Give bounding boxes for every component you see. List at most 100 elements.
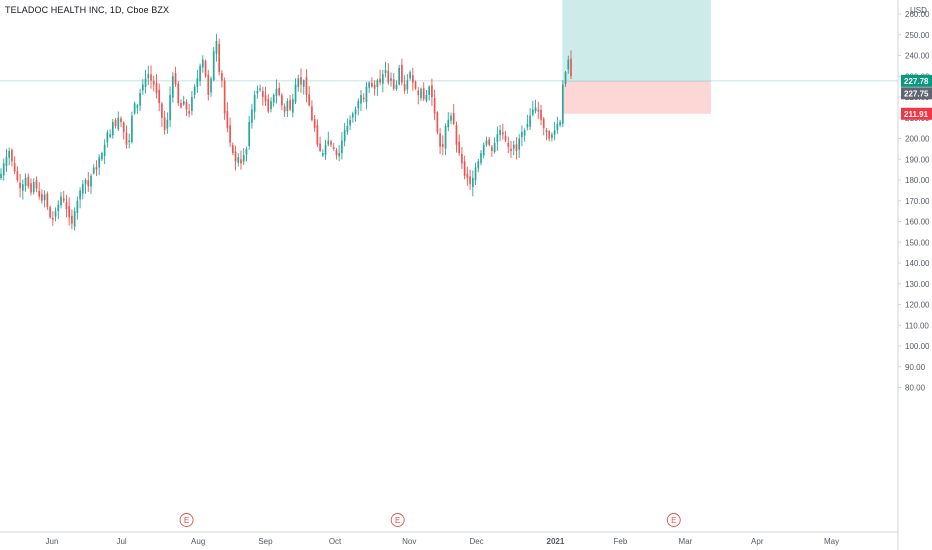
candle[interactable] xyxy=(234,145,237,171)
candle[interactable] xyxy=(452,104,455,126)
candle[interactable] xyxy=(368,81,371,93)
candle[interactable] xyxy=(207,69,210,101)
candle[interactable] xyxy=(319,136,321,153)
candle[interactable] xyxy=(204,59,207,78)
candle[interactable] xyxy=(324,139,327,160)
candle[interactable] xyxy=(131,111,133,144)
candle[interactable] xyxy=(480,149,482,166)
candle[interactable] xyxy=(321,149,324,158)
candle[interactable] xyxy=(144,69,147,94)
candle[interactable] xyxy=(79,187,81,209)
candle[interactable] xyxy=(35,176,38,193)
candle[interactable] xyxy=(30,178,32,196)
candle[interactable] xyxy=(158,83,161,112)
candle[interactable] xyxy=(174,66,177,87)
candle[interactable] xyxy=(461,147,463,170)
candle[interactable] xyxy=(210,76,212,97)
candle[interactable] xyxy=(278,82,281,97)
candle[interactable] xyxy=(180,99,182,109)
candle[interactable] xyxy=(54,207,57,222)
candle[interactable] xyxy=(95,160,98,177)
candle[interactable] xyxy=(150,65,152,89)
candle[interactable] xyxy=(193,84,196,99)
candle[interactable] xyxy=(62,191,65,203)
candle[interactable] xyxy=(411,67,414,91)
candle[interactable] xyxy=(428,85,431,101)
candle[interactable] xyxy=(289,95,291,112)
candle[interactable] xyxy=(182,95,185,106)
candle[interactable] xyxy=(226,102,229,133)
candle[interactable] xyxy=(398,64,401,86)
candle[interactable] xyxy=(125,125,128,149)
candle[interactable] xyxy=(458,134,461,156)
candle[interactable] xyxy=(316,119,319,147)
candle[interactable] xyxy=(87,171,90,193)
candle[interactable] xyxy=(120,116,122,127)
candle[interactable] xyxy=(504,130,507,143)
candle[interactable] xyxy=(534,99,537,114)
candle[interactable] xyxy=(223,77,226,120)
candle[interactable] xyxy=(526,114,529,131)
candle[interactable] xyxy=(38,182,41,200)
candle[interactable] xyxy=(521,125,523,147)
candle[interactable] xyxy=(365,81,368,110)
candle[interactable] xyxy=(561,80,564,128)
candle[interactable] xyxy=(523,128,526,142)
candle[interactable] xyxy=(215,33,218,62)
candle[interactable] xyxy=(431,78,433,106)
candle[interactable] xyxy=(43,190,46,208)
candle[interactable] xyxy=(371,77,373,88)
candle[interactable] xyxy=(98,154,101,176)
candle[interactable] xyxy=(221,70,223,88)
candle[interactable] xyxy=(177,81,180,106)
candle[interactable] xyxy=(103,139,106,164)
candle[interactable] xyxy=(297,74,300,92)
candle[interactable] xyxy=(338,145,341,162)
candle[interactable] xyxy=(556,116,559,135)
candle[interactable] xyxy=(60,191,62,209)
candle[interactable] xyxy=(41,189,43,204)
candle[interactable] xyxy=(474,162,477,186)
candle[interactable] xyxy=(166,112,169,134)
candle[interactable] xyxy=(488,136,491,147)
candle[interactable] xyxy=(553,121,556,141)
candle[interactable] xyxy=(11,148,13,167)
candle[interactable] xyxy=(81,180,84,200)
candle[interactable] xyxy=(65,194,68,218)
candle[interactable] xyxy=(8,147,11,166)
candle[interactable] xyxy=(499,125,501,142)
candle[interactable] xyxy=(117,111,120,131)
candle[interactable] xyxy=(231,142,234,156)
candle[interactable] xyxy=(122,121,125,140)
candle[interactable] xyxy=(551,132,553,142)
candle[interactable] xyxy=(373,80,376,96)
candle[interactable] xyxy=(283,103,286,117)
candle[interactable] xyxy=(354,106,357,122)
candle[interactable] xyxy=(311,100,313,122)
candle[interactable] xyxy=(84,178,87,194)
candle[interactable] xyxy=(455,121,458,153)
candle[interactable] xyxy=(357,98,360,116)
candle[interactable] xyxy=(510,141,512,158)
candle[interactable] xyxy=(387,63,390,85)
candle[interactable] xyxy=(253,90,256,120)
candle[interactable] xyxy=(240,150,242,170)
candle[interactable] xyxy=(51,211,54,226)
candle[interactable] xyxy=(163,110,166,135)
candle[interactable] xyxy=(346,118,349,135)
candle[interactable] xyxy=(330,139,332,147)
candle[interactable] xyxy=(141,79,144,95)
candle[interactable] xyxy=(501,123,504,140)
candle[interactable] xyxy=(291,93,294,118)
candle[interactable] xyxy=(251,103,253,129)
candle[interactable] xyxy=(512,140,515,156)
candle[interactable] xyxy=(496,126,499,151)
earnings-marker[interactable]: E xyxy=(179,513,194,527)
earnings-marker[interactable]: E xyxy=(666,513,681,527)
candle[interactable] xyxy=(444,123,447,156)
candle[interactable] xyxy=(493,137,496,154)
candle[interactable] xyxy=(76,196,79,220)
candle[interactable] xyxy=(49,205,51,219)
candle[interactable] xyxy=(564,71,567,87)
candle[interactable] xyxy=(264,86,267,106)
